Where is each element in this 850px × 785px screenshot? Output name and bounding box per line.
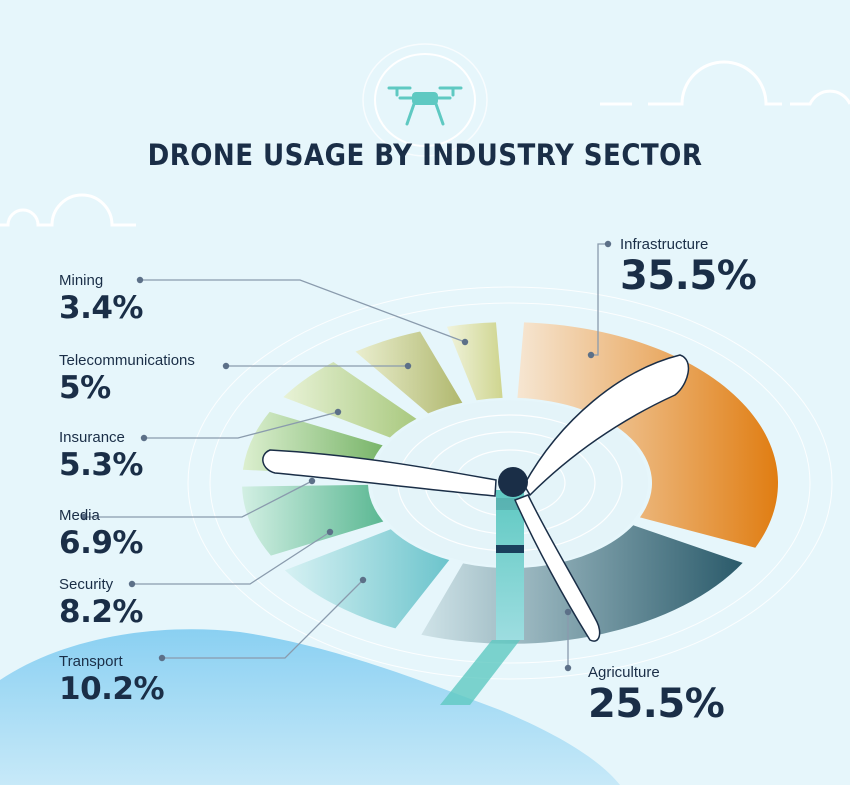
label-value: 5% (59, 370, 111, 406)
leader-dots (80, 240, 612, 672)
label-name: Media (59, 507, 100, 524)
label-agriculture: Agriculture 25.5% (588, 664, 725, 727)
label-security: Security 8.2% (59, 576, 143, 630)
drone-icon (362, 43, 488, 157)
slice-insurance (283, 362, 417, 438)
slice-infrastructure (517, 322, 778, 548)
label-name: Telecommunications (59, 352, 195, 369)
slice-telecommunications (355, 331, 463, 414)
slice-security (242, 484, 384, 556)
label-name: Agriculture (588, 664, 660, 681)
label-telecommunications: Telecommunications 5% (59, 352, 195, 406)
label-transport: Transport 10.2% (59, 653, 165, 707)
label-name: Transport (59, 653, 123, 670)
label-mining: Mining 3.4% (59, 272, 143, 326)
label-value: 3.4% (59, 290, 143, 326)
label-value: 10.2% (59, 671, 165, 707)
slice-transport (284, 529, 450, 629)
label-name: Infrastructure (620, 236, 709, 253)
leader-lines (84, 243, 608, 668)
slice-mining (446, 322, 503, 401)
label-value: 5.3% (59, 447, 143, 483)
label-name: Security (59, 576, 114, 593)
label-value: 25.5% (588, 681, 725, 727)
cloud-icon (0, 60, 850, 227)
background-rings (187, 286, 833, 680)
label-value: 35.5% (620, 253, 757, 299)
label-name: Mining (59, 272, 104, 289)
label-insurance: Insurance 5.3% (59, 429, 143, 483)
label-value: 8.2% (59, 594, 143, 630)
page-title: DRONE USAGE BY INDUSTRY SECTOR (147, 138, 703, 172)
label-infrastructure: Infrastructure 35.5% (620, 236, 757, 299)
turbine-beam (440, 640, 520, 705)
label-name: Insurance (59, 429, 125, 446)
wind-turbine-icon (262, 354, 690, 642)
label-media: Media 6.9% (59, 507, 143, 561)
ground-area (0, 629, 620, 785)
label-value: 6.9% (59, 525, 143, 561)
